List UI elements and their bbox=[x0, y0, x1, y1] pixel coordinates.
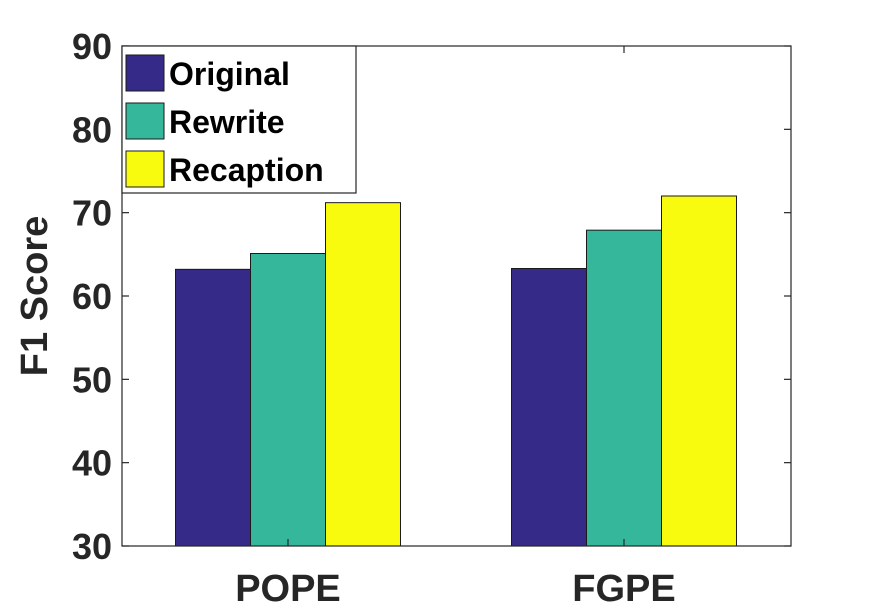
x-category-label: FGPE bbox=[572, 568, 675, 610]
y-tick-label: 70 bbox=[72, 193, 112, 234]
legend-label-original: Original bbox=[169, 56, 290, 92]
bars-layer bbox=[175, 195, 737, 547]
y-axis-ticks: 30 40 50 60 70 80 90 bbox=[72, 26, 791, 567]
legend-swatch-original bbox=[125, 54, 165, 92]
bar-rewrite-fgpe bbox=[586, 229, 662, 547]
bar-rewrite-pope bbox=[250, 253, 326, 547]
legend-swatch-rewrite bbox=[125, 102, 165, 140]
legend-label-rewrite: Rewrite bbox=[169, 104, 285, 140]
legend: Original Rewrite Recaption bbox=[121, 45, 357, 194]
bar-recaption-pope bbox=[325, 202, 401, 547]
legend-label-recaption: Recaption bbox=[169, 152, 324, 188]
y-axis-title: F1 Score bbox=[14, 216, 56, 377]
y-tick-label: 30 bbox=[72, 526, 112, 567]
x-category-label: POPE bbox=[235, 568, 341, 610]
bar-original-fgpe bbox=[511, 268, 587, 547]
bar-original-pope bbox=[175, 268, 251, 547]
y-tick-label: 60 bbox=[72, 276, 112, 317]
legend-swatch-recaption bbox=[125, 150, 165, 188]
y-tick-label: 90 bbox=[72, 26, 112, 67]
axis-labels: POPE FGPE bbox=[235, 46, 676, 610]
y-tick-label: 40 bbox=[72, 443, 112, 484]
y-tick-label: 80 bbox=[72, 109, 112, 150]
y-tick-label: 50 bbox=[72, 359, 112, 400]
bar-recaption-fgpe bbox=[661, 195, 737, 547]
